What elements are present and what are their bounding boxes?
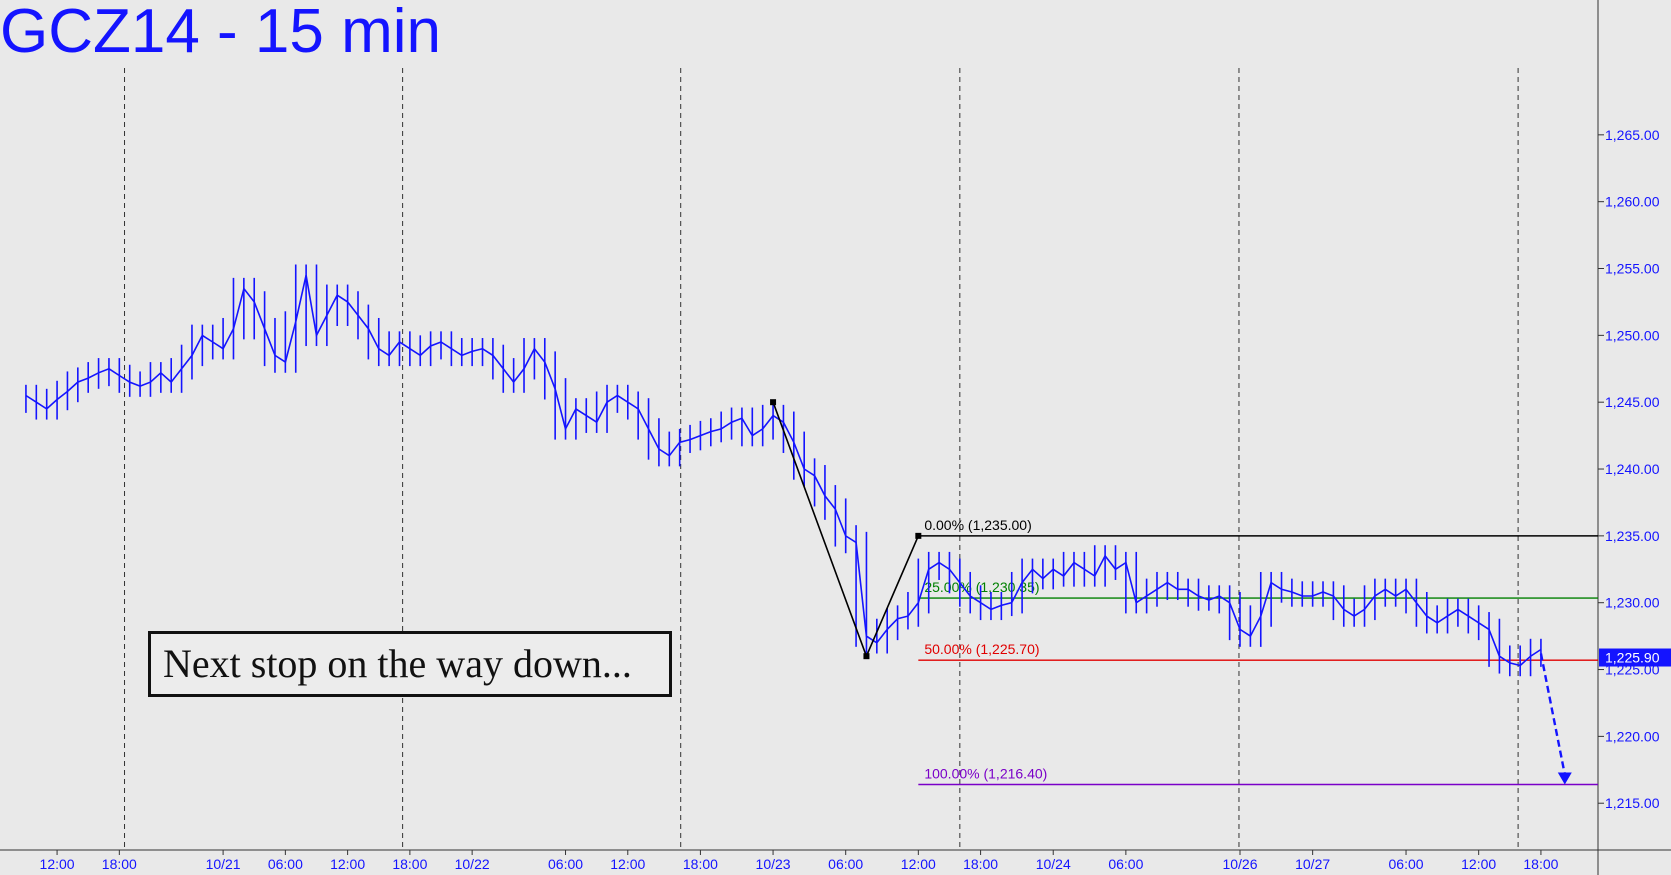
x-tick-label: 06:00 [828,856,863,872]
x-tick-label: 06:00 [548,856,583,872]
y-tick-label: 1,255.00 [1605,261,1660,277]
callout-box: Next stop on the way down... [148,631,672,697]
swing-point [863,653,870,660]
x-tick-label: 12:00 [330,856,365,872]
x-tick-label: 10/24 [1036,856,1071,872]
y-tick-label: 1,250.00 [1605,327,1660,343]
x-tick-label: 10/23 [756,856,791,872]
x-tick-label: 12:00 [901,856,936,872]
x-tick-label: 10/27 [1295,856,1330,872]
last-price-label: 1,225.90 [1605,650,1660,666]
y-tick-label: 1,220.00 [1605,728,1660,744]
x-tick-label: 12:00 [40,856,75,872]
y-tick-label: 1,240.00 [1605,461,1660,477]
x-tick-label: 10/26 [1222,856,1257,872]
chart-title: GCZ14 - 15 min [0,0,442,66]
x-tick-label: 10/21 [206,856,241,872]
projection-line [1539,653,1566,775]
fib-level-label: 0.00% (1,235.00) [924,517,1031,533]
last-price-badge [1599,648,1671,667]
price-series-line [25,275,1542,667]
projection-arrowhead [1557,772,1572,785]
y-tick-label: 1,215.00 [1605,795,1660,811]
x-tick-label: 06:00 [1389,856,1424,872]
y-tick-label: 1,235.00 [1605,528,1660,544]
fib-level-label: 100.00% (1,216.40) [924,765,1047,781]
x-tick-label: 12:00 [610,856,645,872]
x-tick-label: 10/22 [455,856,490,872]
fib-level-label: 50.00% (1,225.70) [924,641,1039,657]
swing-point [915,532,922,539]
x-tick-label: 06:00 [268,856,303,872]
x-tick-label: 18:00 [683,856,718,872]
x-tick-label: 12:00 [1461,856,1496,872]
y-tick-label: 1,245.00 [1605,394,1660,410]
x-tick-label: 18:00 [392,856,427,872]
y-tick-label: 1,230.00 [1605,595,1660,611]
swing-point [770,399,777,406]
x-tick-label: 18:00 [102,856,137,872]
fib-level-label: 25.00% (1,230.35) [924,579,1039,595]
y-tick-label: 1,260.00 [1605,194,1660,210]
y-tick-label: 1,265.00 [1605,127,1660,143]
x-tick-label: 06:00 [1108,856,1143,872]
x-tick-label: 18:00 [963,856,998,872]
x-tick-label: 18:00 [1523,856,1558,872]
